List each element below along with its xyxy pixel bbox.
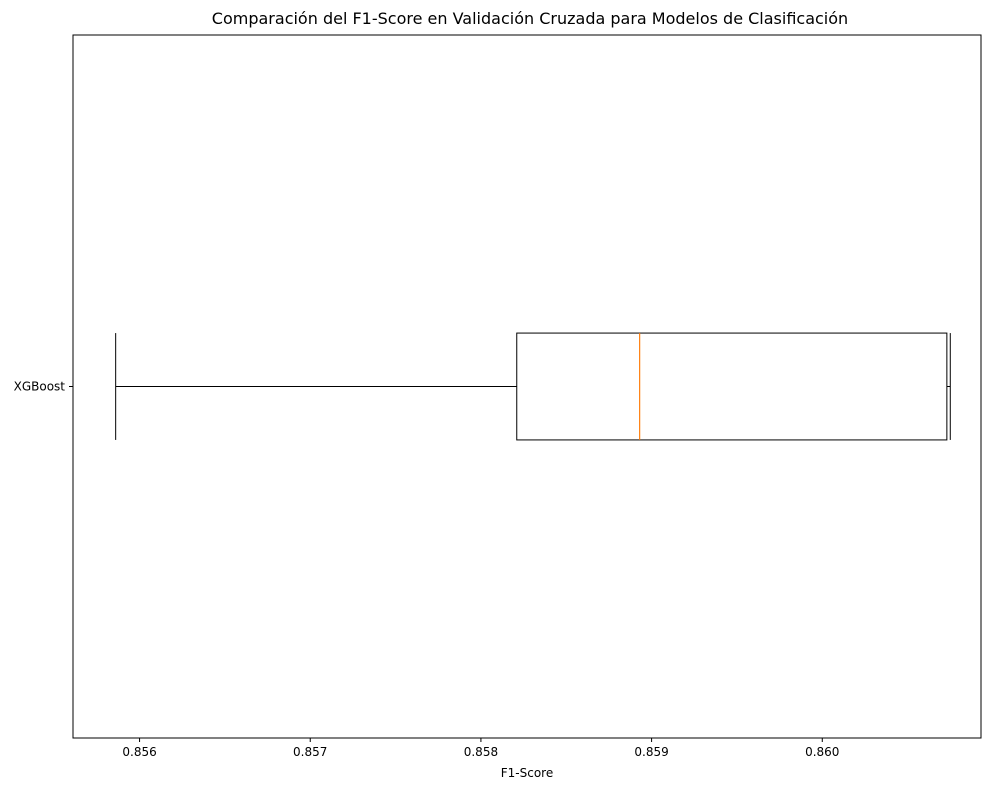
x-tick-label: 0.860 [805,745,839,759]
y-tick-label: XGBoost [14,380,66,394]
chart-title: Comparación del F1-Score en Validación C… [212,9,848,28]
x-axis-label: F1-Score [501,766,553,780]
x-tick-label: 0.856 [122,745,156,759]
x-tick-label: 0.859 [634,745,668,759]
iqr-box [516,332,948,441]
boxplot-group [115,332,951,441]
y-axis-ticks: XGBoost [14,380,73,394]
x-axis-ticks: 0.856 0.857 0.858 0.859 0.860 [122,738,839,759]
x-tick-label: 0.858 [464,745,498,759]
x-tick-label: 0.857 [293,745,327,759]
